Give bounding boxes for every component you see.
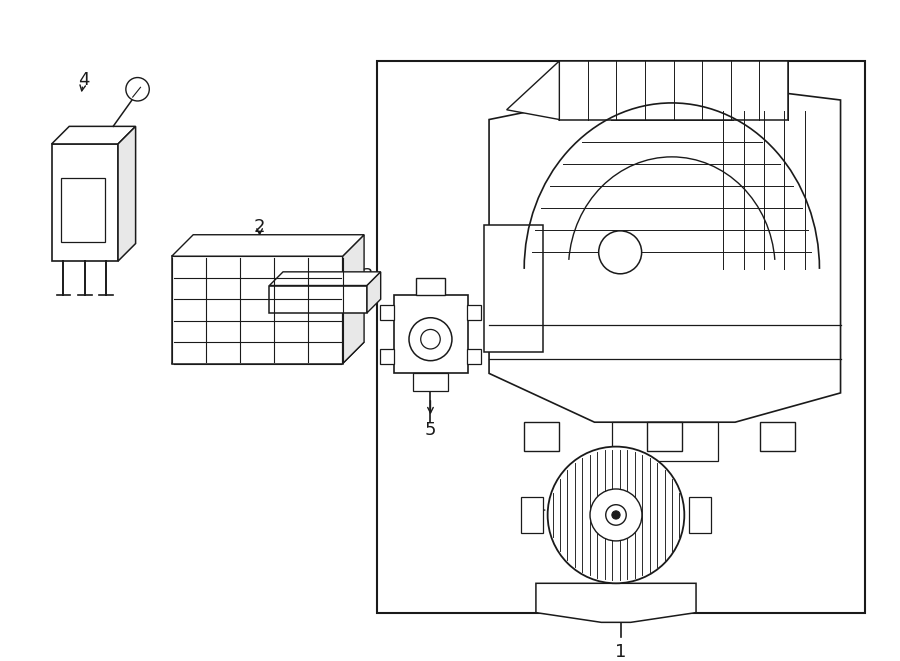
Polygon shape [760,422,795,451]
Circle shape [409,318,452,361]
Circle shape [590,489,642,541]
Polygon shape [367,272,381,313]
Text: 5: 5 [425,421,436,439]
Circle shape [598,231,642,274]
Text: 4: 4 [78,71,90,89]
Polygon shape [489,81,841,422]
Polygon shape [524,422,560,451]
Polygon shape [521,497,543,533]
Polygon shape [269,272,381,286]
Bar [377,61,865,613]
Polygon shape [51,126,136,144]
Polygon shape [560,61,788,120]
Polygon shape [172,342,364,364]
Circle shape [612,511,620,519]
Polygon shape [343,235,364,364]
Text: 1: 1 [616,642,626,660]
Circle shape [606,505,626,525]
Text: 6: 6 [522,501,534,519]
Bar [484,225,543,352]
Text: 2: 2 [254,218,266,236]
Polygon shape [172,235,364,256]
Polygon shape [536,583,696,623]
Bar [416,278,446,295]
Polygon shape [647,422,682,451]
Bar [394,295,468,373]
Bar [51,144,118,261]
Bar [61,178,105,241]
Polygon shape [466,305,482,320]
Polygon shape [507,61,560,120]
Bar [172,256,343,364]
Polygon shape [466,349,482,364]
Circle shape [547,447,684,583]
Polygon shape [118,126,136,261]
Polygon shape [380,349,394,364]
Polygon shape [612,422,717,461]
Polygon shape [413,373,448,391]
Circle shape [126,77,149,101]
Polygon shape [689,497,711,533]
Circle shape [420,329,440,349]
Polygon shape [380,305,394,320]
Text: 3: 3 [361,267,373,285]
Bar [269,286,367,313]
